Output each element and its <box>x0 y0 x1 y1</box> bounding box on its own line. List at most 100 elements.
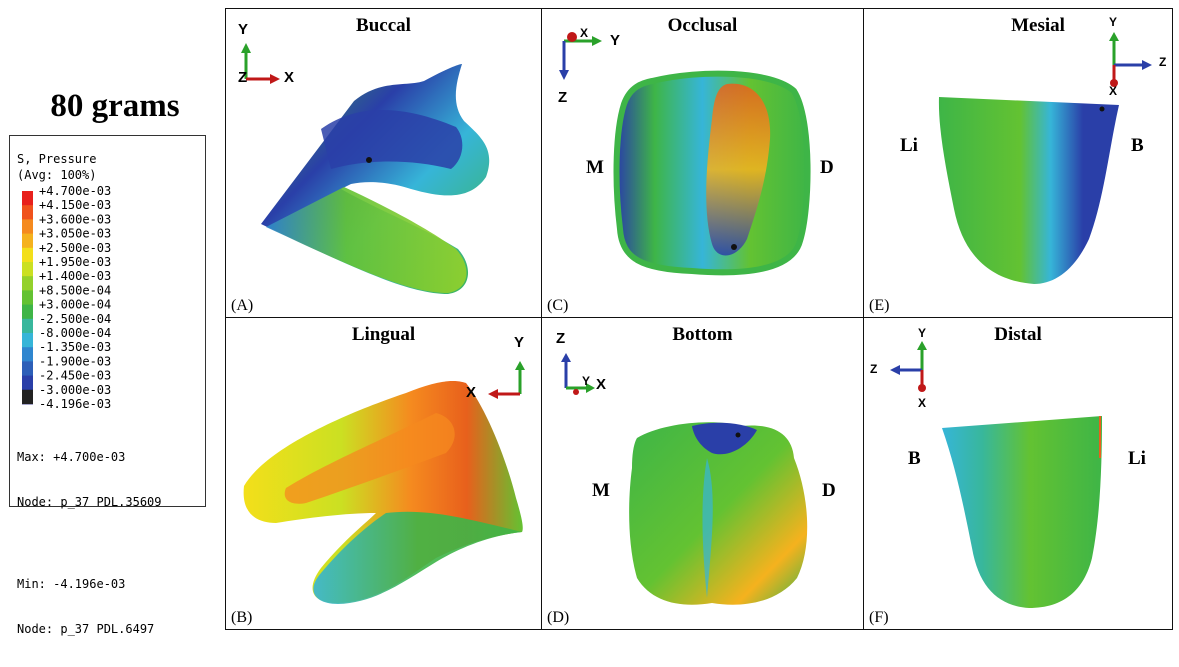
legend-quantity: S, Pressure <box>17 152 97 166</box>
axis-label-b-y: Y <box>514 334 525 351</box>
lingual-side-label-f: Li <box>1128 448 1146 469</box>
y-axis-arrowhead <box>592 36 602 46</box>
occlusal-min-marker <box>731 244 737 250</box>
axis-triad-e <box>1109 32 1152 87</box>
legend-swatch-8 <box>22 304 33 320</box>
legend-swatch-11 <box>22 347 33 362</box>
panel-title-bottom: Bottom <box>672 324 733 345</box>
mesial-stress-map <box>938 97 1119 284</box>
x-axis-arrowhead <box>488 389 498 399</box>
panel-label-d: (D) <box>547 609 570 626</box>
legend-swatch-15 <box>22 389 33 404</box>
panel-label-f: (F) <box>869 609 889 626</box>
axis-label-e-z: Z <box>1159 55 1167 69</box>
y-axis-arrowhead <box>917 341 927 350</box>
buccal-blue-band <box>321 109 463 169</box>
panel-label-c: (C) <box>547 297 569 314</box>
legend-value-10: -8.000e-04 <box>39 326 111 340</box>
buccal-lower-root <box>266 187 467 293</box>
legend-color-scale: +4.700e-03+4.150e-03+3.600e-03+3.050e-03… <box>22 184 111 411</box>
panel-bottom: Bottom (D) M D Z Y X <box>541 317 864 630</box>
legend-value-6: +1.400e-03 <box>39 269 111 283</box>
panel-title-distal: Distal <box>994 324 1042 345</box>
legend-value-12: -1.900e-03 <box>39 354 111 368</box>
panel-occlusal: Occlusal (C) M D Y Z X <box>541 8 864 318</box>
legend-value-5: +1.950e-03 <box>39 255 111 269</box>
legend-max-node: Node: p_37 PDL.35609 <box>17 495 162 509</box>
mesial-tooth-shape <box>938 97 1119 284</box>
mesial-side-label-d: M <box>592 480 610 501</box>
axis-label-a-z: Z <box>238 69 248 86</box>
lingual-side-label-e: Li <box>900 135 918 156</box>
lingual-stress-map <box>243 381 523 604</box>
occlusal-high-stress-band <box>706 83 771 256</box>
y-axis-arrowhead <box>1109 32 1119 41</box>
z-axis-arrowhead <box>559 70 569 80</box>
axis-label-c-z: Z <box>558 89 568 106</box>
x-axis-dot <box>567 32 577 42</box>
distal-side-label-d: D <box>822 480 836 501</box>
legend-value-9: -2.500e-04 <box>39 312 111 326</box>
legend-max-label: Max: +4.700e-03 <box>17 450 126 464</box>
figure-title: 80 grams <box>50 88 180 124</box>
axis-label-e-y: Y <box>1109 15 1118 29</box>
x-axis-dot <box>1110 79 1118 87</box>
buccal-min-marker <box>366 157 372 163</box>
legend-swatch-4 <box>22 247 33 263</box>
legend-value-1: +4.150e-03 <box>39 198 111 212</box>
panel-label-a: (A) <box>231 297 254 314</box>
z-axis-arrowhead <box>890 365 900 375</box>
axis-label-f-x: X <box>918 396 927 410</box>
panel-title-mesial: Mesial <box>1011 15 1065 36</box>
axis-label-a-x: X <box>284 69 295 86</box>
axis-triad-d <box>561 353 595 395</box>
panel-mesial: Mesial (E) Li B Y Z X <box>863 8 1173 318</box>
buccal-stress-map <box>261 64 490 294</box>
y-axis-arrowhead <box>515 361 525 370</box>
x-axis-dot <box>573 389 579 395</box>
legend-value-4: +2.500e-03 <box>39 241 111 255</box>
bottom-furcation <box>702 458 713 598</box>
legend-min-label: Min: -4.196e-03 <box>17 577 126 591</box>
y-axis-arrowhead <box>241 43 251 53</box>
axis-label-f-z: Z <box>870 362 878 376</box>
legend-swatch-1 <box>22 205 33 220</box>
legend-value-7: +8.500e-04 <box>39 283 111 297</box>
bottom-root-shape <box>629 422 808 605</box>
panel-label-e: (E) <box>869 297 890 314</box>
legend-swatch-3 <box>22 233 33 249</box>
legend-swatch-10 <box>22 333 33 348</box>
legend-swatch-13 <box>22 375 33 391</box>
axis-label-f-y: Y <box>918 326 927 340</box>
panel-distal: Distal (F) B Li Y Z X <box>863 317 1173 630</box>
pressure-legend: S, Pressure (Avg: 100%) +4.700e-03 +4.150… <box>9 135 206 636</box>
legend-swatch-5 <box>22 262 33 277</box>
distal-side-label-c: D <box>820 157 834 178</box>
axis-triad-f <box>890 341 927 392</box>
legend-averaging: (Avg: 100%) <box>17 168 97 182</box>
axis-label-d-z: Z <box>556 330 566 347</box>
bottom-min-marker <box>735 432 741 438</box>
legend-value-15: -4.196e-03 <box>39 397 111 411</box>
legend-min-node: Node: p_37 PDL.6497 <box>17 622 155 636</box>
axis-label-c-x: X <box>580 26 589 40</box>
panel-label-b: (B) <box>231 609 253 626</box>
panel-title-occlusal: Occlusal <box>667 15 738 36</box>
mesial-side-label-c: M <box>586 157 604 178</box>
axis-label-d-x: X <box>596 376 607 393</box>
legend-value-2: +3.600e-03 <box>39 212 111 226</box>
buccal-side-label-f: B <box>908 448 921 469</box>
axis-triad-c <box>559 32 602 80</box>
mesial-min-marker <box>1099 106 1105 112</box>
panel-lingual: Lingual (B) Y X <box>225 317 542 630</box>
distal-stress-map <box>942 416 1102 608</box>
axis-triad-b <box>488 361 525 399</box>
lingual-lower-root <box>313 511 522 604</box>
axis-label-d-y: Y <box>582 374 591 388</box>
bottom-stress-map <box>629 422 808 605</box>
legend-value-14: -3.000e-03 <box>39 383 111 397</box>
axis-label-a-y: Y <box>238 21 249 38</box>
x-axis-dot <box>918 384 926 392</box>
legend-swatch-9 <box>22 318 33 334</box>
axis-label-b-x: X <box>466 384 477 401</box>
